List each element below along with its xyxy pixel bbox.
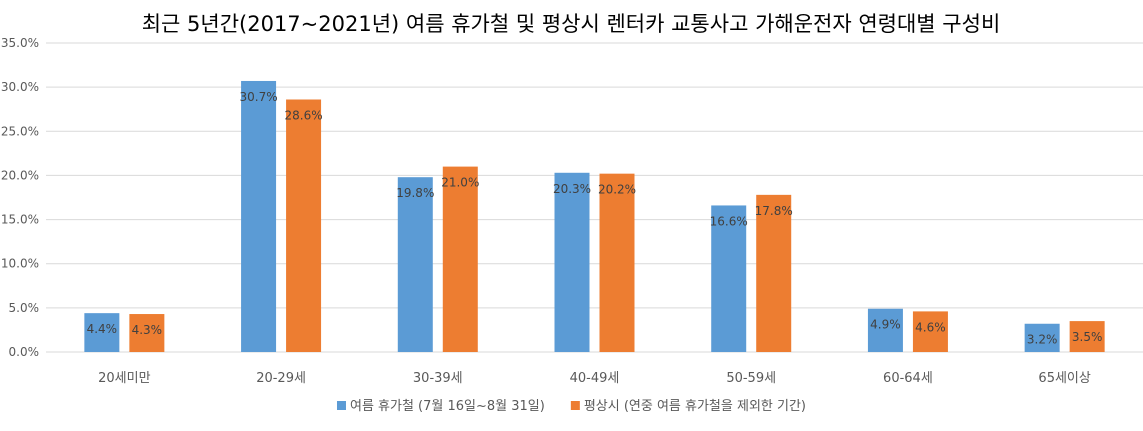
legend: 여름 휴가철 (7월 16일~8월 31일) 평상시 (연중 여름 휴가철을 제외… xyxy=(336,399,806,414)
data-labels: 4.4% 4.3% 30.7% 28.6% 19.8% 21.0% 20.3% 20.2% 16… xyxy=(87,90,1103,347)
x-tick-label: 60-64세 xyxy=(883,371,933,386)
bar-normal xyxy=(129,314,165,352)
data-label: 4.4% xyxy=(87,322,118,336)
legend-swatch xyxy=(570,401,580,410)
legend-item: 여름 휴가철 (7월 16일~8월 31일) xyxy=(336,399,545,414)
data-label: 21.0% xyxy=(441,176,479,190)
y-tick-label: 25.0% xyxy=(1,124,39,138)
bar-vacation xyxy=(867,308,903,352)
data-label: 19.8% xyxy=(396,186,434,200)
bar-vacation xyxy=(554,172,590,352)
data-label: 28.6% xyxy=(285,109,323,123)
x-tick-label: 40-49세 xyxy=(570,371,620,386)
data-label: 17.8% xyxy=(755,204,793,218)
data-label: 16.6% xyxy=(710,214,748,228)
bar-normal xyxy=(442,166,478,352)
legend-item: 평상시 (연중 여름 휴가철을 제외한 기간) xyxy=(570,399,806,414)
y-tick-label: 10.0% xyxy=(1,257,39,271)
data-label: 3.5% xyxy=(1072,330,1103,344)
bar-vacation xyxy=(84,313,120,352)
chart-title: 최근 5년간(2017~2021년) 여름 휴가철 및 평상시 렌터카 교통사고… xyxy=(142,12,1001,36)
gridlines xyxy=(46,42,1143,353)
legend-swatch xyxy=(336,401,346,410)
bars xyxy=(84,80,1105,352)
bar-normal xyxy=(756,194,792,352)
y-tick-label: 20.0% xyxy=(1,168,39,182)
legend-label: 평상시 (연중 여름 휴가철을 제외한 기간) xyxy=(584,399,806,414)
y-tick-label: 30.0% xyxy=(1,80,39,94)
bar-vacation xyxy=(1024,323,1060,352)
y-tick-label: 15.0% xyxy=(1,213,39,227)
data-label: 30.7% xyxy=(240,90,278,104)
x-tick-label: 30-39세 xyxy=(413,371,463,386)
bar-normal xyxy=(1069,321,1105,352)
x-axis-ticks: 20세미만 20-29세 30-39세 40-49세 50-59세 60-64세 65세이상 xyxy=(98,371,1091,386)
x-tick-label: 50-59세 xyxy=(726,371,776,386)
bar-vacation xyxy=(711,205,747,352)
y-tick-label: 5.0% xyxy=(9,301,40,315)
bar-normal xyxy=(599,173,635,352)
data-label: 20.2% xyxy=(598,183,636,197)
data-label: 4.6% xyxy=(915,320,946,334)
bar-normal xyxy=(912,311,948,352)
y-tick-label: 35.0% xyxy=(1,36,39,50)
y-tick-label: 0.0% xyxy=(9,345,40,359)
bar-normal xyxy=(286,99,322,352)
data-label: 20.3% xyxy=(553,182,591,196)
legend-label: 여름 휴가철 (7월 16일~8월 31일) xyxy=(350,399,545,414)
bar-vacation xyxy=(397,177,433,352)
data-label: 3.2% xyxy=(1027,333,1058,347)
bar-vacation xyxy=(241,80,277,352)
x-tick-label: 65세이상 xyxy=(1038,371,1090,386)
x-tick-label: 20세미만 xyxy=(98,371,150,386)
y-axis-ticks: 0.0% 5.0% 10.0% 15.0% 20.0% 25.0% 30.0% 35.0% xyxy=(1,36,39,359)
data-label: 4.3% xyxy=(132,323,163,337)
data-label: 4.9% xyxy=(870,318,901,332)
x-tick-label: 20-29세 xyxy=(256,371,306,386)
